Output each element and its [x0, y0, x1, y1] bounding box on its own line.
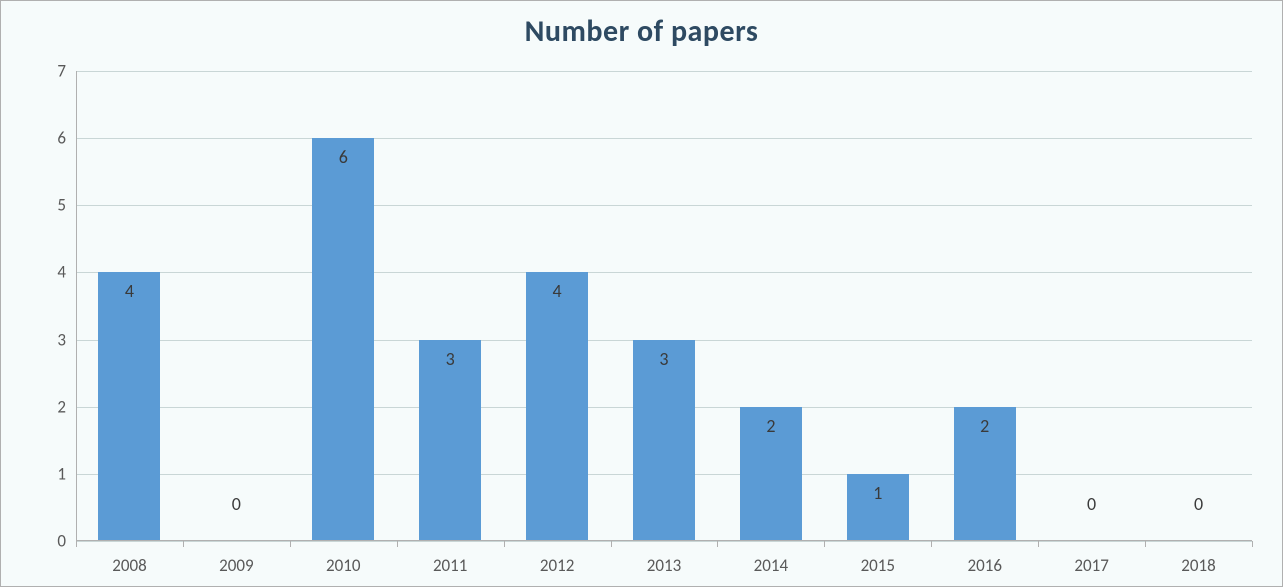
gridline: [76, 541, 1252, 542]
x-tick: [397, 541, 398, 547]
bar-value-label: 4: [553, 280, 562, 302]
x-tick: [183, 541, 184, 547]
plot-area: 0123456740634321200: [76, 71, 1252, 541]
x-tick-label: 2009: [183, 555, 290, 576]
x-tick: [1252, 541, 1253, 547]
bar: 1: [847, 474, 909, 541]
bar-value-label: 3: [446, 348, 455, 370]
bar-slot: 2: [717, 71, 824, 541]
bar-slot: 4: [76, 71, 183, 541]
bar: 4: [526, 272, 588, 541]
bar: 2: [740, 407, 802, 541]
x-tick: [717, 541, 718, 547]
x-tick: [504, 541, 505, 547]
x-tick: [611, 541, 612, 547]
x-tick: [1145, 541, 1146, 547]
y-tick-label: 1: [57, 463, 76, 484]
x-tick-label: 2016: [931, 555, 1038, 576]
bar-slot: 1: [824, 71, 931, 541]
bar-value-label: 4: [125, 280, 134, 302]
y-tick-label: 7: [57, 61, 76, 82]
bar: 3: [419, 340, 481, 541]
y-tick-label: 0: [57, 531, 76, 552]
y-tick-label: 4: [57, 262, 76, 283]
x-tick-label: 2015: [824, 555, 931, 576]
bar-slot: 3: [397, 71, 504, 541]
bar-value-label: 0: [1194, 493, 1203, 515]
x-tick-label: 2013: [611, 555, 718, 576]
chart-title: Number of papers: [21, 13, 1262, 50]
bars-row: 4 0 6 3 4 3 2 1 2 0 0: [76, 71, 1252, 541]
bar-value-label: 3: [659, 348, 668, 370]
y-axis-line: [76, 71, 77, 541]
y-tick-label: 3: [57, 329, 76, 350]
y-tick-label: 6: [57, 128, 76, 149]
x-axis-line: [76, 540, 1252, 541]
x-tick-label: 2018: [1145, 555, 1252, 576]
x-tick-label: 2017: [1038, 555, 1145, 576]
bar-value-label: 1: [873, 482, 882, 504]
bar-slot: 0: [183, 71, 290, 541]
bar-slot: 2: [931, 71, 1038, 541]
bar: 2: [954, 407, 1016, 541]
x-tick: [1038, 541, 1039, 547]
x-tick: [76, 541, 77, 547]
x-tick-label: 2010: [290, 555, 397, 576]
bar-slot: 0: [1145, 71, 1252, 541]
bar-slot: 3: [611, 71, 718, 541]
bar-value-label: 2: [766, 415, 775, 437]
x-tick: [824, 541, 825, 547]
x-tick: [290, 541, 291, 547]
chart-container: Number of papers 0 1 2 3 4 5 6 7 4 0 6 3 4 3 2 1 2 0 0 200…: [0, 0, 1283, 587]
bar-value-label: 6: [339, 146, 348, 168]
bar-slot: 0: [1038, 71, 1145, 541]
bar-value-label: 0: [1087, 493, 1096, 515]
bar: 6: [312, 138, 374, 541]
x-tick-label: 2011: [397, 555, 504, 576]
bar: 3: [633, 340, 695, 541]
y-tick-label: 2: [57, 396, 76, 417]
x-tick: [931, 541, 932, 547]
plot-wrap: 0123456740634321200: [76, 71, 1252, 541]
y-tick-label: 5: [57, 195, 76, 216]
bar-slot: 6: [290, 71, 397, 541]
bar-slot: 4: [504, 71, 611, 541]
bar-value-label: 0: [232, 493, 241, 515]
x-tick-label: 2014: [717, 555, 824, 576]
bar: 4: [98, 272, 160, 541]
x-tick-label: 2012: [504, 555, 611, 576]
x-axis-labels: 2008200920102011201220132014201520162017…: [76, 555, 1252, 576]
bar-value-label: 2: [980, 415, 989, 437]
x-tick-label: 2008: [76, 555, 183, 576]
